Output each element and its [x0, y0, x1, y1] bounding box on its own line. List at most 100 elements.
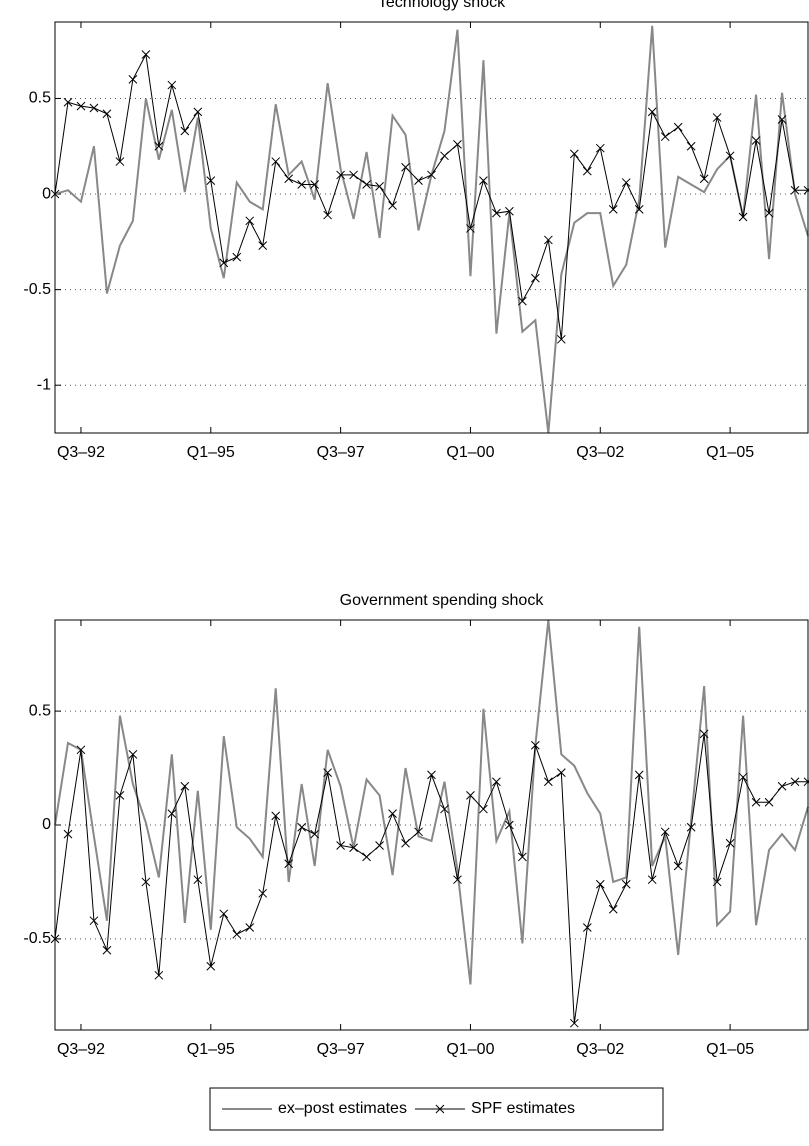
x-marker: [323, 768, 332, 777]
chart-title: Government spending shock: [340, 592, 545, 609]
x-marker: [128, 74, 138, 84]
x-marker: [414, 827, 423, 837]
x-marker: [310, 180, 320, 189]
chart-title: Technology shock: [378, 0, 506, 11]
x-marker: [699, 174, 709, 184]
x-tick-label: Q3–97: [317, 1041, 365, 1058]
x-marker: [89, 103, 99, 113]
x-marker: [89, 916, 99, 926]
x-marker: [193, 107, 203, 117]
x-marker: [505, 820, 514, 830]
x-marker: [76, 745, 86, 755]
x-marker: [193, 875, 203, 885]
x-marker: [258, 241, 268, 251]
x-marker: [245, 923, 255, 932]
x-marker: [271, 811, 281, 821]
legend-label: ex–post estimates: [278, 1100, 407, 1117]
legend-marker: [435, 1104, 445, 1114]
x-marker: [206, 961, 216, 971]
x-marker: [128, 750, 138, 759]
x-marker: [621, 879, 631, 889]
x-marker: [634, 204, 644, 214]
x-marker: [141, 877, 151, 887]
x-marker: [232, 929, 242, 939]
x-marker: [102, 945, 112, 955]
x-marker: [556, 334, 566, 344]
x-marker: [297, 822, 307, 832]
x-marker: [466, 791, 475, 800]
x-marker: [102, 109, 112, 119]
x-marker: [362, 180, 371, 189]
x-marker: [76, 101, 86, 111]
x-marker: [375, 182, 384, 191]
x-marker: [206, 176, 216, 186]
x-marker: [284, 174, 294, 184]
x-marker: [258, 888, 268, 898]
legend-label: SPF estimates: [471, 1100, 575, 1117]
y-tick-label: 0: [42, 185, 51, 202]
x-marker: [738, 212, 748, 222]
x-marker: [725, 151, 735, 161]
legend: ex–post estimates SPF estimates: [209, 1087, 664, 1131]
x-marker: [673, 861, 683, 871]
x-marker: [336, 170, 345, 180]
series-line: [54, 52, 808, 340]
x-marker: [712, 113, 722, 122]
x-marker: [543, 777, 553, 787]
x-marker: [349, 170, 358, 180]
x-marker: [297, 180, 307, 189]
x-marker: [531, 273, 540, 283]
x-marker: [738, 772, 748, 782]
x-marker: [219, 258, 229, 268]
x-marker: [245, 216, 255, 226]
x-marker: [115, 791, 125, 800]
x-marker: [388, 201, 397, 210]
x-marker: [686, 822, 696, 832]
x-marker: [453, 875, 462, 885]
x-marker: [518, 852, 527, 862]
x-marker: [699, 729, 709, 739]
x-tick-label: Q3–02: [576, 444, 624, 461]
x-marker: [660, 132, 670, 142]
y-tick-label: -0.5: [23, 930, 51, 947]
x-marker: [712, 877, 722, 887]
legend-box: [209, 1087, 664, 1131]
x-marker: [63, 97, 73, 107]
x-marker: [531, 740, 540, 750]
x-marker: [349, 843, 358, 853]
y-tick-label: 0: [42, 816, 51, 833]
x-marker: [479, 804, 488, 814]
x-marker: [608, 904, 618, 914]
x-marker: [63, 829, 73, 839]
x-marker: [154, 970, 164, 980]
x-tick-label: Q3–97: [317, 444, 365, 461]
x-marker: [621, 178, 631, 187]
plot-frame: [54, 619, 809, 1031]
x-marker: [764, 797, 774, 807]
y-tick-label: 0.5: [29, 90, 51, 107]
x-marker: [388, 809, 397, 818]
x-marker: [582, 923, 592, 932]
x-marker: [219, 909, 229, 919]
x-marker: [518, 296, 527, 306]
x-marker: [751, 797, 761, 807]
x-marker: [310, 829, 320, 839]
x-marker: [543, 235, 553, 245]
x-marker: [673, 122, 683, 132]
x-marker: [492, 208, 501, 218]
x-marker: [582, 166, 592, 176]
x-tick-label: Q3–92: [57, 444, 105, 461]
x-marker: [634, 770, 644, 780]
x-marker: [401, 838, 410, 848]
x-marker: [167, 809, 177, 818]
x-marker: [232, 252, 242, 262]
x-marker: [790, 777, 800, 787]
x-marker: [777, 115, 787, 124]
x-marker: [427, 770, 436, 780]
x-tick-label: Q3–02: [576, 1041, 624, 1058]
x-marker: [440, 151, 449, 161]
series-line: [54, 619, 809, 985]
x-marker: [362, 852, 371, 862]
x-tick-label: Q1–95: [187, 1041, 235, 1058]
x-marker: [271, 157, 281, 166]
